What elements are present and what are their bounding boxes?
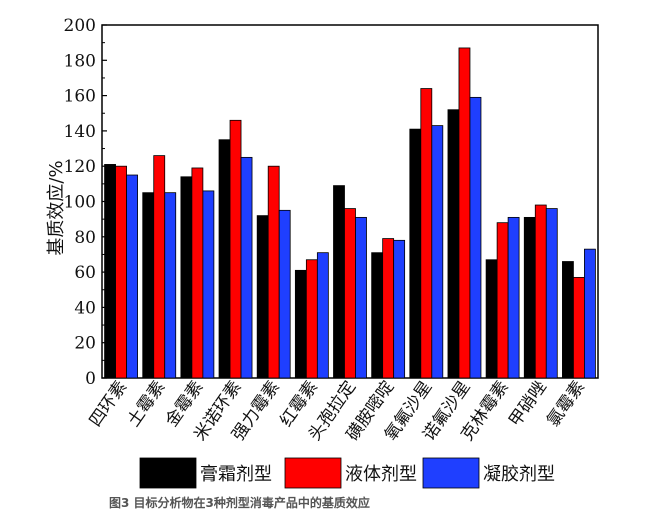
bar <box>562 261 574 379</box>
bar <box>267 165 280 379</box>
y-tick-label: 100 <box>64 193 96 213</box>
bar <box>573 276 585 379</box>
bar <box>420 88 433 379</box>
bar <box>115 165 127 379</box>
legend-swatch <box>139 457 197 489</box>
legend-swatch <box>284 457 342 489</box>
bar <box>316 252 329 379</box>
legend-swatch <box>422 457 480 489</box>
bar <box>458 47 471 379</box>
bar <box>584 248 596 379</box>
bar <box>142 192 155 379</box>
bar <box>333 185 345 379</box>
y-tick-label: 160 <box>64 87 96 107</box>
bar-chart: 基质效应/% 020406080100120140160180200四环素土霉素… <box>46 16 599 489</box>
bar <box>180 176 193 379</box>
bar <box>523 216 536 379</box>
y-tick-label: 20 <box>74 334 96 354</box>
bar <box>126 174 138 379</box>
bar <box>256 215 269 379</box>
bar <box>507 216 520 379</box>
legend-label: 膏霜剂型 <box>200 463 272 485</box>
bar <box>240 156 253 379</box>
bar <box>191 167 204 379</box>
y-tick-label: 40 <box>74 298 96 318</box>
bar <box>153 155 166 379</box>
y-tick-label: 60 <box>74 263 96 283</box>
bar <box>104 164 116 379</box>
y-axis-label: 基质效应/% <box>46 160 67 255</box>
legend-label: 液体剂型 <box>345 464 417 485</box>
bars <box>104 47 596 379</box>
x-tick-label: 土霉素 <box>124 377 170 430</box>
bar <box>496 222 509 379</box>
bar <box>355 216 367 379</box>
bar <box>202 190 215 379</box>
y-tick-label: 140 <box>64 122 96 142</box>
bar <box>382 238 395 379</box>
bar <box>218 139 231 379</box>
bar <box>485 259 498 379</box>
bar <box>534 204 547 379</box>
bar <box>393 239 406 379</box>
y-tick-label: 80 <box>74 228 96 248</box>
bar <box>469 96 482 379</box>
figure-caption: 图3 目标分析物在3种剂型消毒产品中的基质效应 <box>109 496 370 510</box>
y-tick-label: 180 <box>64 51 96 71</box>
y-tick-label: 120 <box>64 157 96 177</box>
x-tick-label: 氯霉素 <box>543 377 589 430</box>
bar <box>294 269 307 379</box>
bar <box>545 208 558 379</box>
legend-label: 凝胶剂型 <box>483 464 555 485</box>
bar <box>278 209 291 379</box>
bar <box>305 259 318 379</box>
bar <box>229 119 242 379</box>
bar <box>447 109 460 379</box>
bar <box>164 192 177 379</box>
y-tick-label: 0 <box>85 369 96 389</box>
bar <box>371 252 384 379</box>
bar <box>431 125 444 379</box>
x-tick-label: 甲硝唑 <box>505 377 551 430</box>
legend: 膏霜剂型 液体剂型 凝胶剂型 <box>139 457 555 489</box>
y-axis-label-group: 基质效应/% <box>46 160 67 255</box>
y-tick-label: 200 <box>64 16 96 36</box>
bar <box>409 128 422 379</box>
bar <box>344 208 356 379</box>
